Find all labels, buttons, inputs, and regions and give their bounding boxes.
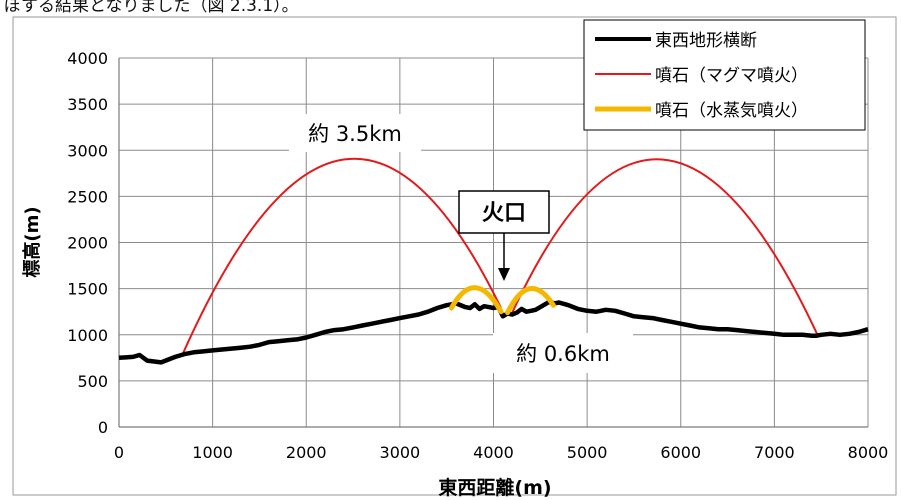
- x-tick-labels: 0 1000 2000 3000 4000 5000 6000 7000 8000: [114, 443, 888, 462]
- legend: 東西地形横断 噴石（マグマ噴火） 噴石（水蒸気噴火）: [583, 19, 866, 131]
- x-tick-label: 6000: [660, 443, 701, 462]
- annotation-3-5km: 約 3.5km: [289, 114, 421, 152]
- magma-arc-1: [181, 157, 502, 355]
- legend-label-magma: 噴石（マグマ噴火）: [655, 66, 808, 86]
- x-tick-label: 0: [114, 443, 124, 462]
- y-tick-label: 2500: [67, 187, 108, 206]
- caption-fragment: ぼする結果となりました（図 2.3.1）。: [4, 0, 299, 16]
- x-tick-label: 7000: [754, 443, 795, 462]
- annotation-crater-box: [458, 190, 550, 234]
- x-tick-label: 4000: [473, 443, 514, 462]
- x-tick-label: 2000: [286, 443, 327, 462]
- steam-arc-2: [505, 285, 556, 316]
- x-tick-label: 5000: [567, 443, 608, 462]
- x-tick-label: 3000: [380, 443, 421, 462]
- axes: [118, 58, 868, 428]
- x-tick-label: 1000: [192, 443, 233, 462]
- annotation-0-6km: 約 0.6km: [493, 333, 633, 373]
- caption-strip: ぼする結果となりました（図 2.3.1）。: [0, 0, 901, 16]
- y-tick-labels: 0 500 1000 1500 2000 2500 3000 3500 4000: [67, 49, 108, 437]
- y-axis-label: 標高(m): [21, 206, 43, 277]
- y-tick-label: 3500: [67, 95, 108, 114]
- annotation-3-5km-text: 約 3.5km: [308, 122, 402, 146]
- y-tick-label: 3000: [67, 141, 108, 160]
- annotation-crater: 火口: [458, 190, 550, 281]
- y-tick-label: 4000: [67, 49, 108, 68]
- x-axis-label: 東西距離(m): [438, 476, 551, 499]
- y-tick-label: 1500: [67, 280, 108, 299]
- annotation-0-6km-text: 約 0.6km: [516, 342, 610, 366]
- legend-label-steam: 噴石（水蒸気噴火）: [655, 101, 808, 121]
- series-layer: [118, 157, 869, 365]
- annotation-0-6km-box: [493, 333, 633, 373]
- annotation-crater-text: 火口: [482, 201, 526, 226]
- y-tick-label: 500: [77, 372, 108, 391]
- annotation-crater-arrow-head: [498, 268, 510, 281]
- annotation-3-5km-box: [289, 114, 421, 152]
- legend-label-terrain: 東西地形横断: [655, 31, 757, 51]
- y-tick-label: 1000: [67, 326, 108, 345]
- y-tick-label: 0: [98, 418, 108, 437]
- steam-arc-1: [448, 285, 504, 315]
- y-tick-label: 2000: [67, 234, 108, 253]
- x-tick-label: 8000: [848, 443, 889, 462]
- magma-arc-2: [511, 158, 819, 336]
